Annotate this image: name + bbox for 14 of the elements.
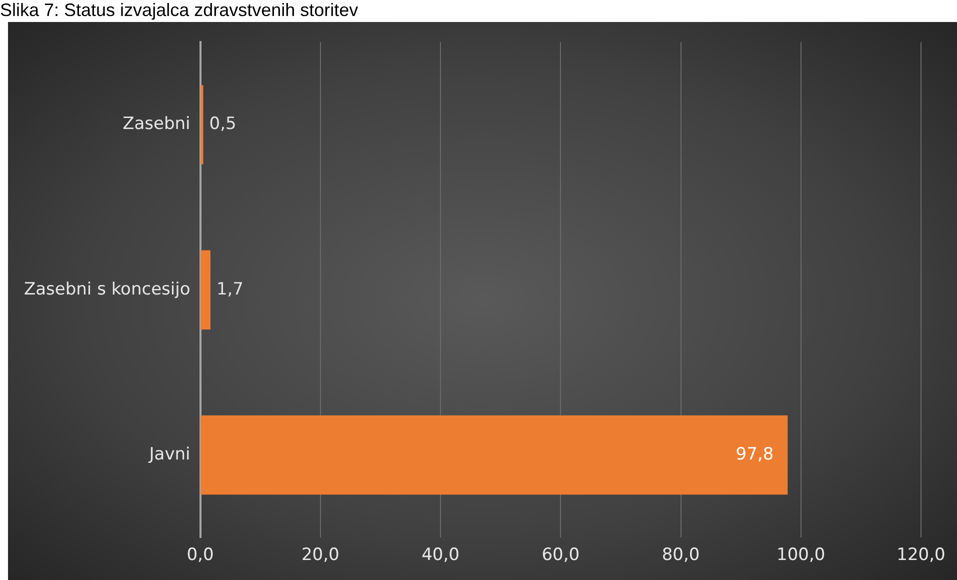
y-tick-label: Zasebni s koncesijo: [24, 279, 190, 300]
x-tick-label: 120,0: [896, 545, 946, 566]
x-tick-label: 100,0: [776, 545, 826, 566]
data-label: 1,7: [216, 279, 244, 300]
data-label: 0,5: [209, 114, 236, 134]
y-tick-label: Zasebni: [122, 114, 190, 134]
chart-title: Slika 7: Status izvajalca zdravstvenih storitev: [0, 0, 358, 20]
data-label: 97,8: [736, 444, 774, 464]
x-tick-label: 0,0: [186, 545, 214, 566]
x-tick-label: 40,0: [422, 545, 460, 566]
x-tick-label: 20,0: [301, 545, 340, 566]
x-tick-label: 80,0: [662, 545, 700, 566]
y-tick-label: Javni: [148, 444, 190, 464]
x-tick-label: 60,0: [542, 545, 580, 566]
